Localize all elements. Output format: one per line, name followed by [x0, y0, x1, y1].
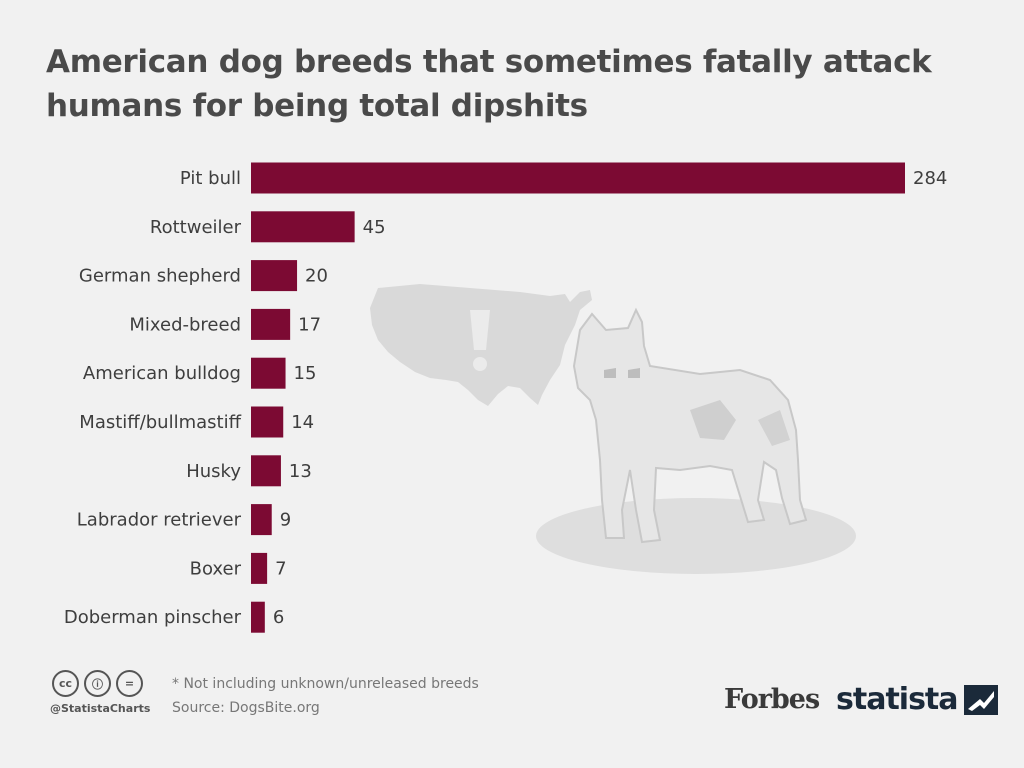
category-label: German shepherd: [79, 266, 241, 287]
bar-labrador-retriever[interactable]: [251, 504, 272, 536]
value-label: 14: [291, 412, 314, 433]
background-illustration: [370, 284, 856, 574]
bar-rottweiler[interactable]: [251, 211, 355, 243]
chart-title-line-1: American dog breeds that sometimes fatal…: [46, 44, 932, 80]
value-label: 20: [305, 266, 328, 287]
category-label: Husky: [186, 461, 241, 482]
value-label: 9: [280, 510, 291, 531]
statista-logo[interactable]: statista: [836, 682, 998, 717]
category-label: Labrador retriever: [77, 510, 242, 531]
category-label: Rottweiler: [150, 217, 242, 238]
forbes-logo[interactable]: Forbes: [724, 684, 820, 715]
chart-title-line-2: humans for being total dipshits: [46, 88, 588, 124]
footer: cc ⓘ = @StatistaCharts * Not including u…: [50, 668, 998, 728]
category-label: American bulldog: [83, 363, 241, 384]
category-label: Boxer: [190, 558, 242, 579]
cc-nd-icon[interactable]: =: [116, 670, 143, 697]
bar-husky[interactable]: [251, 455, 281, 487]
cc-license-icons: cc ⓘ =: [52, 670, 143, 697]
value-label: 15: [294, 363, 317, 384]
cc-by-icon[interactable]: ⓘ: [84, 670, 111, 697]
value-label: 6: [273, 607, 284, 628]
category-label: Pit bull: [180, 168, 241, 189]
usa-map-icon: [370, 284, 592, 406]
bar-chart: Pit bull Rottweiler German shepherd Mixed-b…: [64, 162, 948, 633]
bar-doberman-pinscher[interactable]: [251, 601, 265, 633]
bar-mixed-breed[interactable]: [251, 308, 291, 340]
value-labels-group: 284 45 20 17 15 14 13 9 7 6: [273, 168, 948, 628]
bar-pit-bull[interactable]: [251, 162, 905, 194]
source-link[interactable]: Source: DogsBite.org: [172, 700, 320, 716]
bar-german-shepherd[interactable]: [251, 260, 298, 292]
dog-illustration-icon: [536, 307, 856, 574]
statista-wordmark: statista: [836, 682, 959, 717]
bar-mastiff-bullmastiff[interactable]: [251, 406, 284, 438]
value-label: 7: [275, 558, 286, 579]
bar-boxer[interactable]: [251, 552, 268, 584]
category-label: Mixed-breed: [129, 314, 241, 335]
footnote: * Not including unknown/unreleased breed…: [172, 676, 479, 692]
footer-notes: * Not including unknown/unreleased breed…: [172, 672, 479, 720]
bar-american-bulldog[interactable]: [251, 357, 286, 389]
value-label: 17: [298, 314, 321, 335]
bars-group: [251, 162, 905, 633]
category-label: Doberman pinscher: [64, 607, 242, 628]
chart-title: American dog breeds that sometimes fatal…: [46, 40, 986, 128]
cc-license-icon[interactable]: cc: [52, 670, 79, 697]
value-label: 13: [289, 461, 312, 482]
category-label: Mastiff/bullmastiff: [79, 412, 241, 433]
value-label: 45: [363, 217, 386, 238]
category-labels-group: Pit bull Rottweiler German shepherd Mixed-b…: [64, 168, 242, 628]
statista-charts-handle[interactable]: @StatistaCharts: [50, 702, 151, 715]
statista-logo-icon: [963, 684, 998, 715]
value-label: 284: [913, 168, 947, 189]
